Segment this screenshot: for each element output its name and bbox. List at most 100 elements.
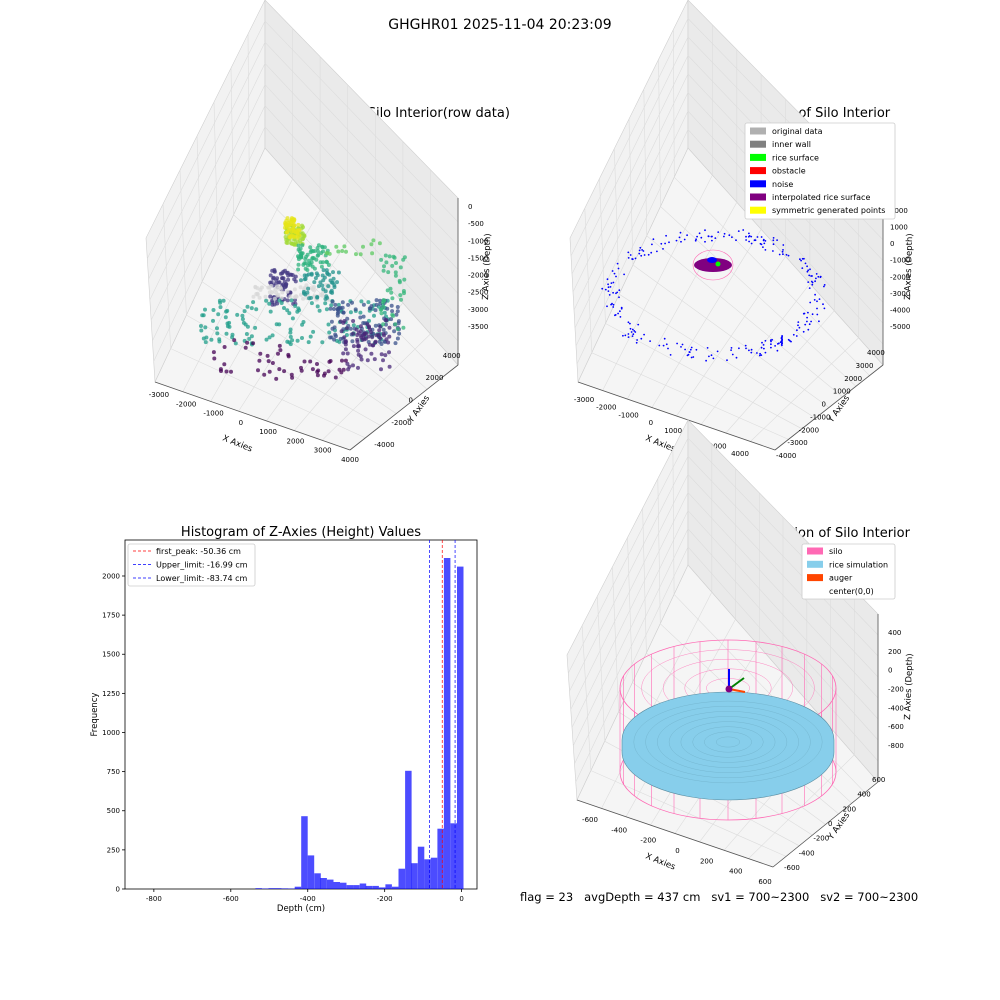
data-point bbox=[272, 268, 277, 272]
z-tick-label: 200 bbox=[888, 648, 901, 656]
z-tick-label: -3000 bbox=[468, 306, 488, 314]
data-point bbox=[284, 271, 289, 275]
y-tick-label: 1000 bbox=[833, 388, 851, 396]
data-point bbox=[389, 290, 394, 295]
data-point bbox=[247, 336, 252, 341]
gridline bbox=[153, 126, 459, 362]
noise-point bbox=[651, 243, 653, 246]
y-tick-label: 250 bbox=[107, 846, 120, 854]
noise-point bbox=[643, 254, 646, 256]
legend: original data inner wall rice surface obsta… bbox=[744, 122, 896, 220]
data-point bbox=[401, 325, 406, 330]
data-point bbox=[217, 339, 222, 344]
data-point bbox=[300, 234, 305, 239]
noise-point bbox=[632, 333, 635, 336]
data-point bbox=[332, 325, 337, 330]
noise-point bbox=[781, 344, 783, 347]
data-point bbox=[286, 226, 291, 231]
data-point bbox=[215, 331, 220, 336]
z-tick-label: -1000 bbox=[890, 257, 910, 265]
legend-swatch bbox=[750, 180, 766, 188]
data-point bbox=[271, 275, 276, 280]
gridline bbox=[321, 169, 431, 441]
y-tick-label: 600 bbox=[872, 776, 885, 784]
noise-point bbox=[698, 232, 701, 235]
noise-point bbox=[647, 253, 650, 256]
data-point bbox=[312, 285, 316, 289]
legend-label: center(0,0) bbox=[829, 587, 874, 596]
data-point bbox=[398, 265, 403, 270]
data-point bbox=[355, 337, 360, 342]
y-axis-line bbox=[349, 364, 459, 451]
noise-point bbox=[745, 235, 747, 238]
x-tick-label: 3000 bbox=[709, 442, 727, 450]
y-tick-label: 1000 bbox=[102, 729, 120, 737]
data-point bbox=[358, 252, 363, 257]
data-point bbox=[259, 285, 264, 290]
noise-point bbox=[753, 239, 756, 242]
data-point bbox=[267, 301, 272, 306]
noise-point bbox=[762, 246, 764, 249]
z-tick-label: 1000 bbox=[890, 224, 908, 232]
legend-swatch bbox=[750, 127, 766, 135]
noise-point bbox=[611, 270, 614, 272]
z-axis-label: Z Axies (Depth) bbox=[903, 653, 915, 720]
noise-point bbox=[717, 231, 720, 234]
noise-point bbox=[823, 307, 826, 310]
data-point bbox=[253, 325, 258, 330]
noise-point bbox=[811, 283, 814, 286]
gridline bbox=[599, 178, 803, 430]
data-point bbox=[397, 331, 402, 336]
noise-point bbox=[815, 277, 817, 280]
data-point bbox=[363, 347, 368, 352]
data-point bbox=[277, 367, 282, 372]
data-point bbox=[337, 367, 342, 372]
noise-point bbox=[668, 241, 670, 244]
y-tick-label: -200 bbox=[813, 835, 829, 843]
data-point bbox=[251, 300, 256, 305]
noise-point bbox=[818, 298, 821, 300]
histogram-bar bbox=[450, 823, 457, 889]
data-point bbox=[298, 285, 303, 290]
data-point bbox=[292, 223, 297, 228]
noise-point bbox=[615, 275, 617, 278]
noise-point bbox=[759, 242, 762, 245]
data-point bbox=[390, 296, 395, 301]
data-point bbox=[373, 323, 378, 328]
data-point bbox=[343, 340, 348, 344]
data-point bbox=[222, 345, 227, 349]
gridline bbox=[597, 596, 800, 847]
data-point bbox=[245, 324, 250, 329]
rice-mesh-line bbox=[692, 726, 764, 758]
data-point bbox=[319, 264, 324, 269]
noise-point bbox=[708, 355, 710, 358]
data-point bbox=[292, 277, 297, 282]
gridline bbox=[748, 589, 855, 859]
data-point bbox=[332, 337, 337, 342]
noise-point bbox=[728, 234, 731, 237]
noise-point bbox=[764, 240, 767, 242]
noise-point bbox=[750, 351, 753, 354]
data-point bbox=[285, 339, 290, 344]
data-point bbox=[300, 223, 304, 228]
data-point bbox=[336, 302, 341, 307]
data-point bbox=[215, 326, 219, 331]
noise-point bbox=[694, 239, 697, 242]
data-point bbox=[301, 296, 306, 301]
data-point bbox=[216, 312, 221, 317]
legend-label: interpolated rice surface bbox=[772, 193, 870, 202]
data-point bbox=[280, 276, 285, 281]
data-point bbox=[319, 251, 324, 255]
noise-point bbox=[772, 243, 775, 246]
gridline bbox=[576, 128, 884, 365]
noise-point bbox=[764, 351, 767, 354]
gridline bbox=[148, 41, 459, 280]
z-axis-label: Z Axies (Depth) bbox=[903, 233, 915, 300]
data-point bbox=[203, 307, 207, 312]
data-point bbox=[300, 322, 305, 327]
data-point bbox=[340, 305, 345, 310]
data-point bbox=[348, 326, 353, 331]
data-point bbox=[312, 280, 317, 285]
data-point bbox=[340, 300, 345, 305]
data-point bbox=[359, 333, 363, 338]
